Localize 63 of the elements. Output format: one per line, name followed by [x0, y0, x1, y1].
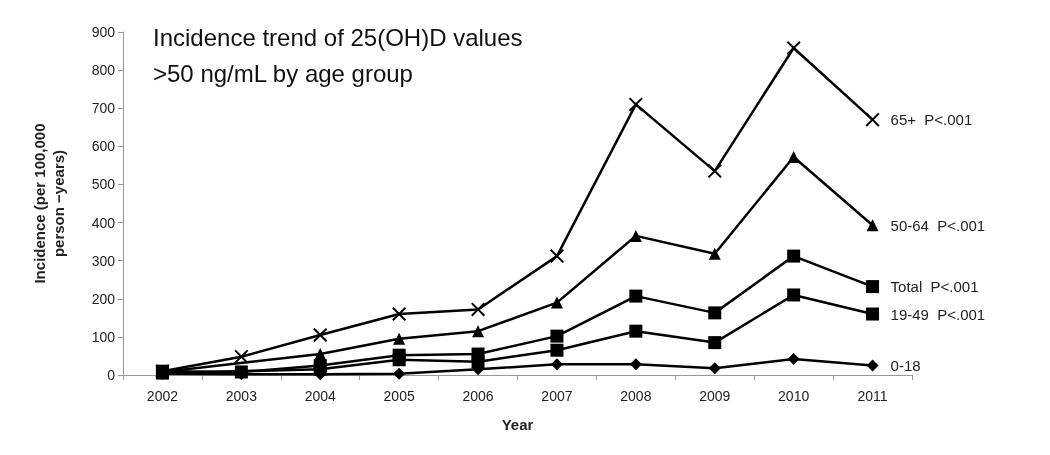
point: [313, 362, 327, 376]
point: [628, 97, 643, 112]
point: [865, 112, 880, 127]
point: [393, 332, 406, 345]
y-tick-label: 200: [91, 290, 116, 307]
point: [471, 302, 486, 317]
series-label: Total P<.001: [890, 278, 979, 296]
y-tick-label: 100: [91, 328, 116, 345]
series-label: 50-64 P<.001: [890, 216, 986, 234]
chart-title: Incidence trend of 25(OH)D values >50 ng/mL by age group: [153, 23, 523, 87]
point: [392, 307, 407, 322]
point: [550, 358, 563, 371]
point: [708, 362, 721, 375]
point: [866, 280, 880, 294]
point: [708, 306, 722, 320]
point: [866, 359, 879, 372]
y-tick-label: 700: [91, 100, 116, 117]
point: [629, 358, 642, 371]
x-tick-label: 2006: [462, 388, 494, 404]
point: [866, 307, 880, 321]
series-label: 0-18: [890, 356, 921, 374]
point: [550, 343, 564, 357]
point: [549, 249, 564, 264]
point: [472, 325, 485, 338]
point: [866, 219, 879, 232]
x-tick-label: 2008: [620, 388, 652, 404]
y-tick-label: 300: [91, 252, 116, 269]
point: [787, 151, 800, 163]
x-tick-label: 2002: [146, 388, 179, 404]
point: [629, 324, 643, 338]
point: [629, 229, 642, 242]
y-tick-label: 800: [91, 62, 116, 79]
point: [392, 353, 406, 367]
point: [550, 296, 563, 309]
x-tick-label: 2007: [541, 388, 573, 404]
point: [550, 329, 564, 343]
x-tick-label: 2005: [383, 388, 415, 404]
point: [787, 288, 801, 302]
series-label: 19-49 P<.001: [890, 305, 986, 323]
x-axis-title: Year: [501, 416, 534, 433]
y-tick-label: 900: [91, 24, 116, 40]
point: [708, 336, 722, 350]
y-tick-label: 500: [91, 176, 116, 193]
x-tick-label: 2010: [778, 388, 810, 404]
point: [393, 367, 406, 380]
x-tick-label: 2009: [699, 388, 731, 404]
point: [707, 164, 722, 179]
point: [471, 355, 485, 369]
y-tick-label: 400: [91, 214, 116, 231]
x-tick-label: 2004: [304, 388, 337, 404]
point: [234, 349, 249, 364]
y-tick-label: 0: [107, 367, 116, 383]
point: [708, 247, 721, 260]
x-tick-label: 2011: [857, 388, 888, 404]
x-tick-label: 2003: [225, 388, 258, 404]
series-label: 65+ P<.001: [890, 111, 973, 129]
point: [629, 289, 643, 303]
point: [313, 327, 328, 342]
point: [786, 41, 801, 56]
y-tick-label: 600: [91, 138, 116, 155]
point: [787, 352, 800, 365]
point: [787, 249, 801, 263]
y-axis-title: Incidence (per 100,000 person −years): [31, 123, 67, 284]
